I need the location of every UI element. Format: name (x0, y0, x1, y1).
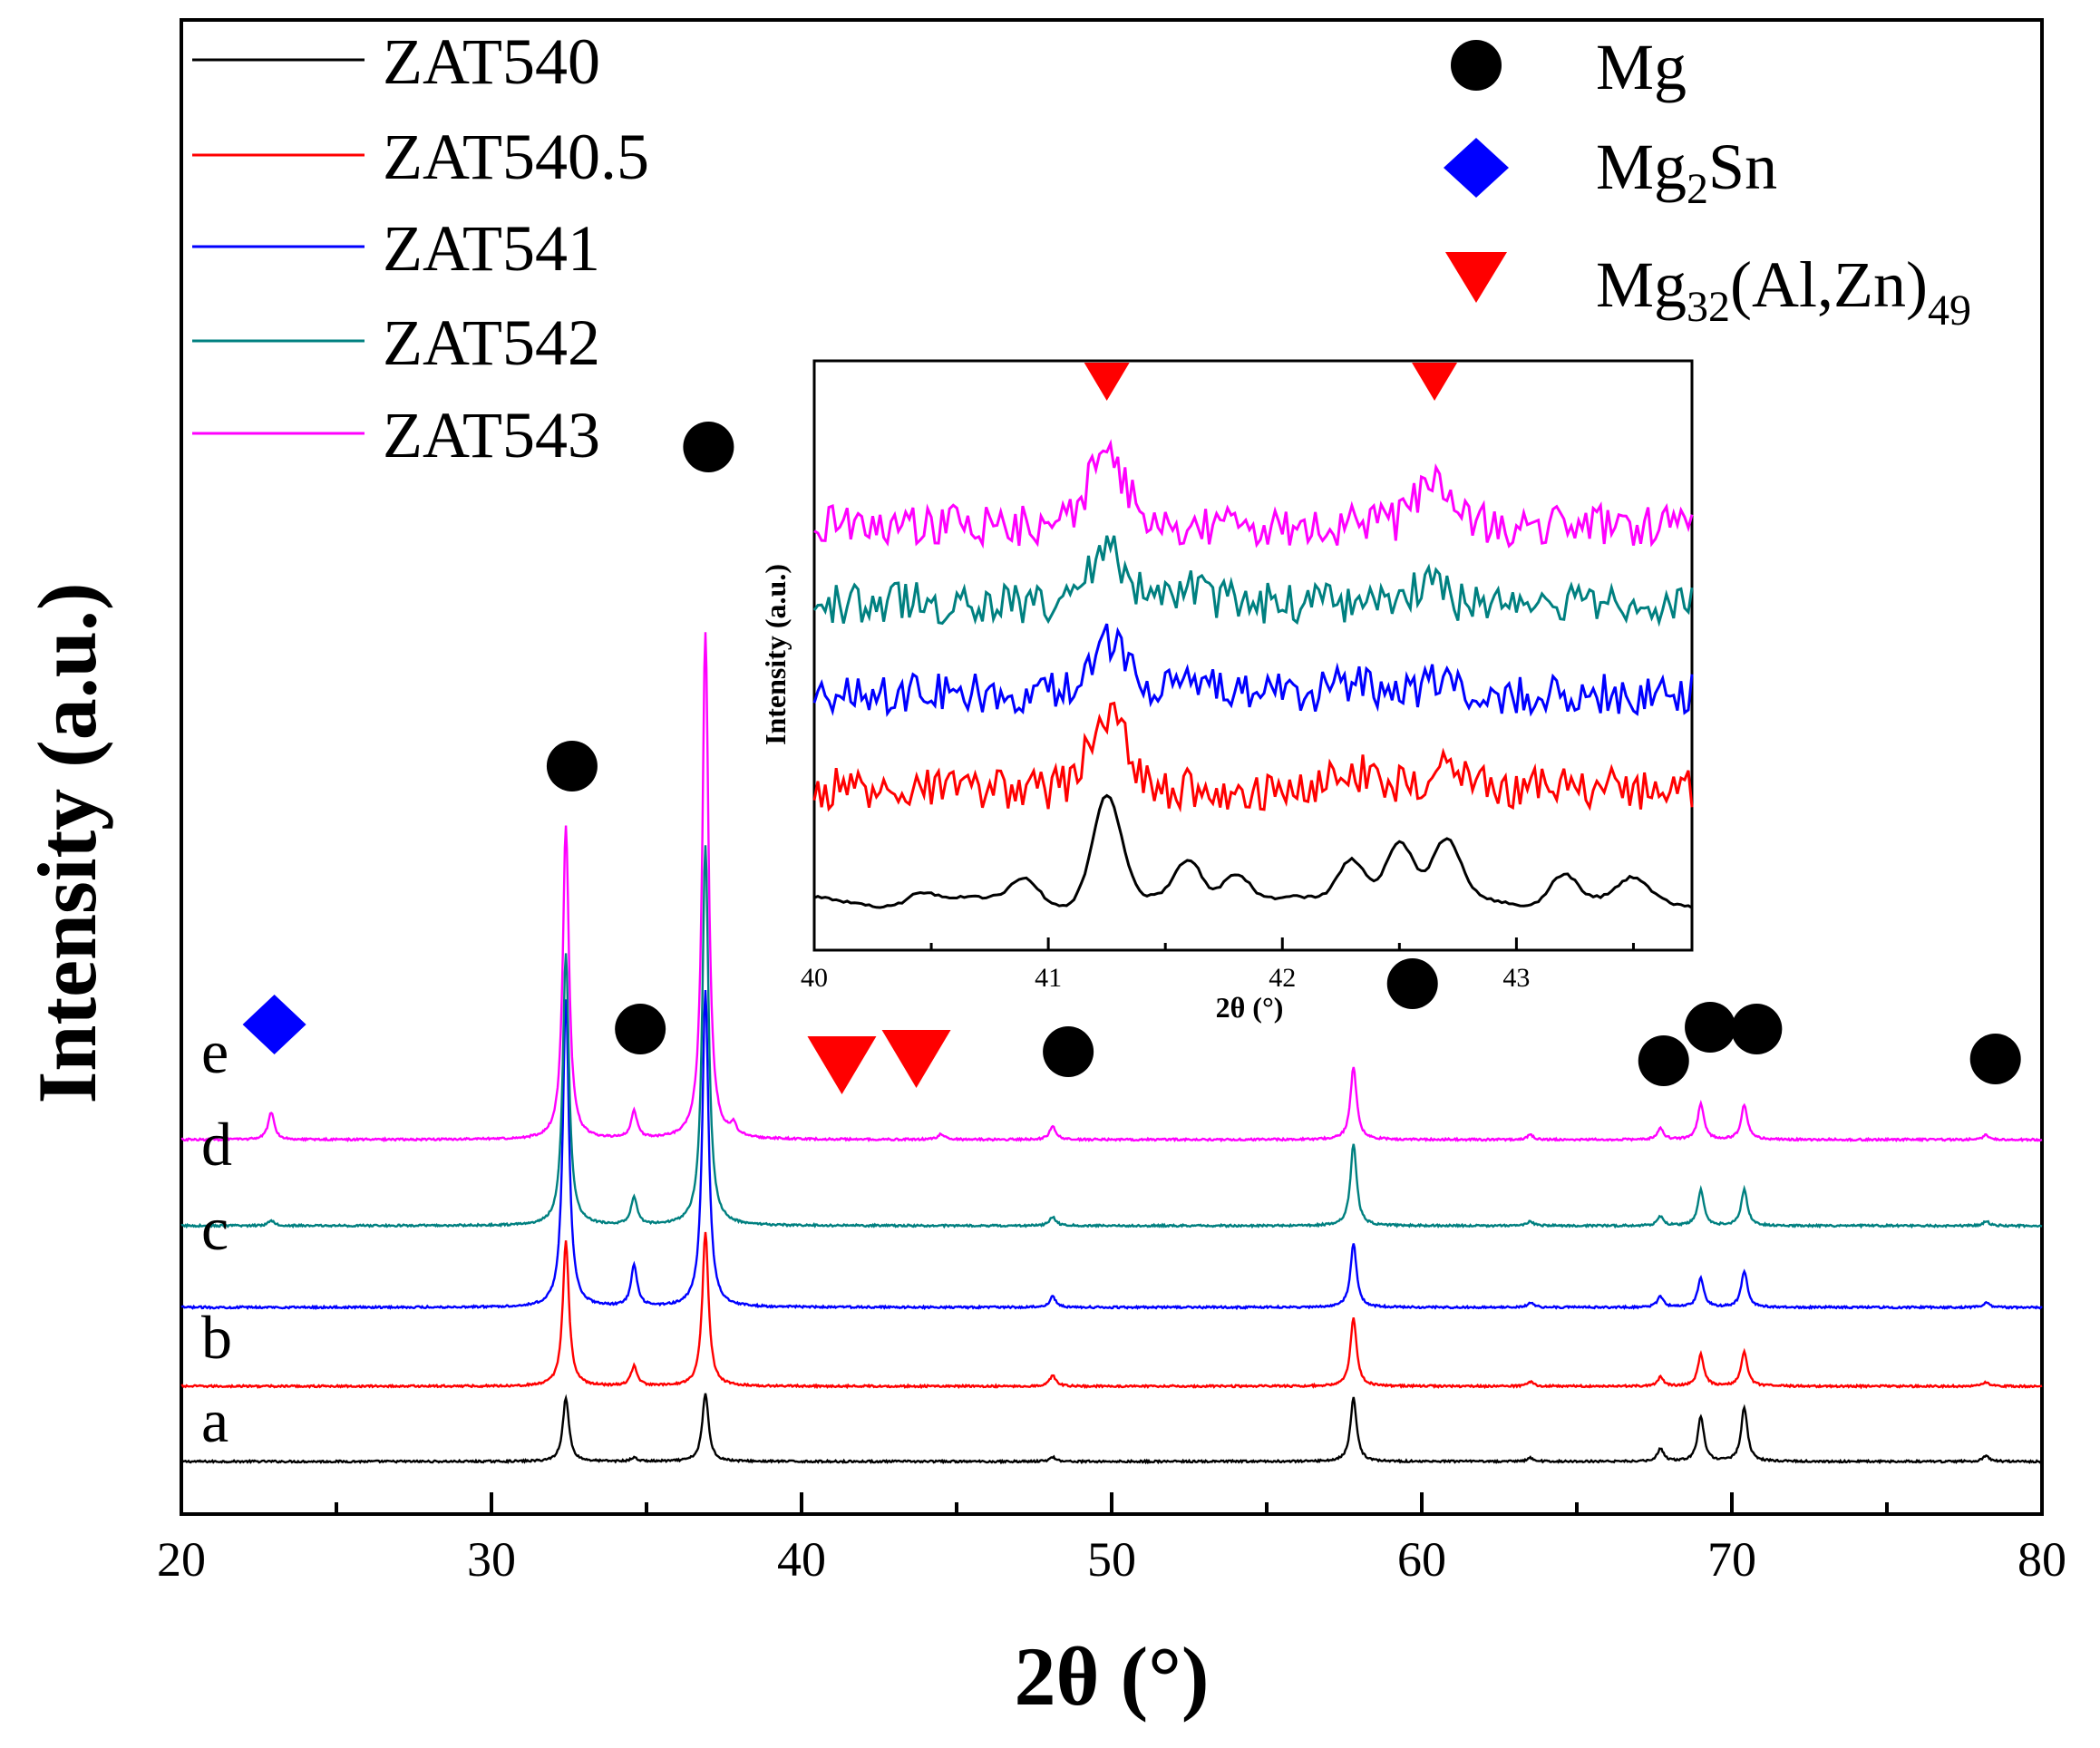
inset-series-zat543 (813, 439, 1694, 549)
mg-peak-marker-icon (1638, 1035, 1689, 1086)
legend-phase-mg32alzn49: Mg32(Al,Zn)49 (1596, 248, 1971, 335)
main-x-ticks: 20 30 40 50 60 70 80 (157, 1492, 2066, 1587)
mg32alzn49-peak-marker-icon (881, 1030, 951, 1088)
curve-letter-c: c (201, 1194, 228, 1263)
inset-series-zat540-5 (812, 701, 1694, 813)
sample-legend: ZAT540 ZAT540.5 ZAT541 ZAT542 ZAT543 (192, 25, 649, 471)
legend-phase-mg-base: Mg (1596, 31, 1687, 103)
inset-x-tick-label-41: 41 (1035, 963, 1062, 993)
phase-legend: Mg Mg2Sn Mg32(Al,Zn)49 (1444, 31, 1971, 335)
main-series-zat540 (180, 1393, 2043, 1465)
inset-series-zat542 (812, 535, 1694, 627)
mg2sn-peak-marker-icon (242, 995, 306, 1054)
main-x-tick-label-30: 30 (467, 1532, 516, 1587)
main-x-tick-label-50: 50 (1087, 1532, 1136, 1587)
inset-mg32alzn49-marker-icon (1412, 363, 1458, 401)
mg-peak-marker-icon (1969, 1034, 2021, 1084)
legend-label-zat543: ZAT543 (383, 399, 600, 471)
main-x-tick-label-70: 70 (1707, 1532, 1756, 1587)
legend-label-zat541: ZAT541 (383, 212, 600, 285)
inset-frame (812, 359, 1694, 952)
inset-series-zat540 (813, 793, 1693, 909)
inset-x-axis-title: 2θ (°) (1216, 991, 1284, 1024)
curve-letter-b: b (201, 1303, 232, 1372)
legend-label-zat540: ZAT540 (383, 25, 600, 98)
inset-x-tick-label-43: 43 (1502, 963, 1530, 993)
legend-label-zat542: ZAT542 (383, 306, 600, 379)
inset-x-ticks: 40 41 42 43 (801, 937, 1635, 993)
mg-peak-marker-icon (1731, 1004, 1783, 1054)
mg-peak-marker-icon (1043, 1026, 1094, 1077)
inset-y-axis-title: Intensity (a.u.) (759, 564, 792, 745)
mg32alzn49-peak-marker-icon (807, 1036, 877, 1094)
mg-peak-marker-icon (1685, 1002, 1736, 1053)
main-phase-markers (242, 422, 2021, 1094)
inset-x-tick-label-42: 42 (1269, 963, 1296, 993)
legend-mg32alzn49-triangle-icon (1445, 252, 1507, 303)
legend-mg-circle-icon (1451, 40, 1502, 91)
main-x-tick-label-40: 40 (777, 1532, 826, 1587)
main-y-axis-title: Intensity (a.u.) (21, 582, 113, 1103)
curve-letter-d: d (201, 1110, 232, 1179)
legend-phase-mg32-rest: (Al,Zn) (1730, 248, 1928, 321)
main-x-tick-label-60: 60 (1397, 1532, 1446, 1587)
main-series-zat542 (180, 845, 2043, 1229)
legend-phase-mg32-base: Mg (1596, 248, 1687, 321)
legend-phase-mg2sn-rest: Sn (1708, 131, 1777, 203)
legend-label-zat540-5: ZAT540.5 (383, 121, 649, 193)
mg-peak-marker-icon (615, 1004, 666, 1054)
inset-x-tick-label-40: 40 (801, 963, 828, 993)
curve-letter-e: e (201, 1017, 228, 1086)
legend-phase-mg: Mg (1596, 31, 1687, 103)
main-x-axis-title: 2θ (°) (1014, 1630, 1209, 1723)
main-x-tick-label-80: 80 (2017, 1532, 2066, 1587)
main-series-zat540-5 (180, 1231, 2043, 1390)
inset-phase-markers (1084, 363, 1458, 401)
main-series-zat541 (180, 990, 2043, 1311)
legend-phase-mg2sn-base: Mg (1596, 131, 1687, 203)
inset-chart: 40 41 42 43 2θ (°) Intensity (a.u.) (759, 359, 1694, 1024)
mg-peak-marker-icon (683, 422, 734, 472)
legend-phase-mg32-sub2: 49 (1928, 286, 1971, 335)
inset-series-group (812, 439, 1694, 909)
legend-phase-mg2sn-sub: 2 (1687, 165, 1708, 213)
mg-peak-marker-icon (1386, 958, 1438, 1009)
main-series-group (180, 632, 2043, 1465)
curve-letter-a: a (201, 1386, 228, 1455)
legend-mg2sn-diamond-icon (1444, 138, 1509, 198)
inset-series-zat541 (812, 623, 1694, 718)
inset-mg32alzn49-marker-icon (1084, 363, 1130, 401)
legend-phase-mg2sn: Mg2Sn (1596, 131, 1777, 213)
mg-peak-marker-icon (546, 741, 598, 791)
legend-phase-mg32-sub: 32 (1687, 283, 1730, 331)
main-series-zat543 (180, 632, 2043, 1143)
curve-letters: a b c d e (201, 1017, 232, 1455)
main-x-tick-label-20: 20 (157, 1532, 206, 1587)
